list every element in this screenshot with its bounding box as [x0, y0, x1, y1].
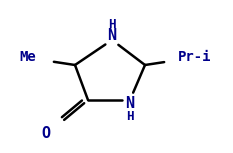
Text: N: N	[125, 95, 135, 110]
Text: Pr-i: Pr-i	[178, 50, 212, 64]
Text: H: H	[108, 17, 116, 30]
Text: H: H	[126, 110, 134, 123]
Text: N: N	[107, 28, 116, 43]
Text: O: O	[41, 125, 51, 140]
Text: Me: Me	[20, 50, 36, 64]
